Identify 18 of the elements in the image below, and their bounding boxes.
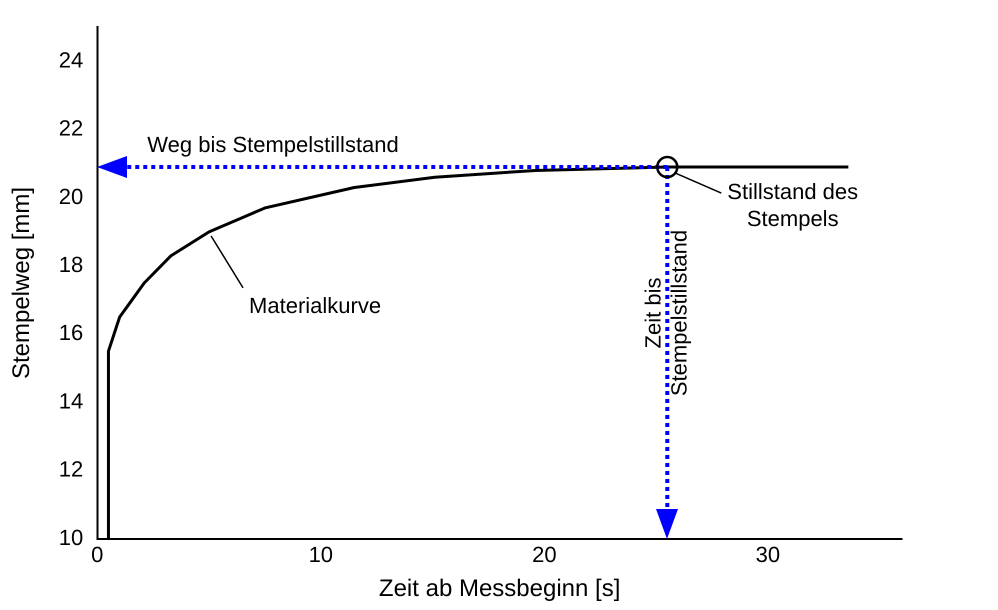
ref-line-label: Zeit bis Stempelstillstand — [640, 230, 692, 396]
annotation: Stillstand des Stempels — [727, 179, 858, 232]
y-axis-title: Stempelweg [mm] — [8, 186, 36, 380]
x-tick-label: 0 — [91, 542, 104, 568]
y-tick-label: 12 — [58, 456, 84, 482]
ref-line-label: Weg bis Stempelstillstand — [147, 132, 399, 158]
annotation: Materialkurve — [249, 292, 382, 318]
x-tick-label: 30 — [756, 542, 780, 568]
x-tick-label: 10 — [308, 542, 334, 568]
y-tick-label: 24 — [58, 47, 84, 72]
y-tick-label: 18 — [58, 252, 84, 278]
x-axis-title: Zeit ab Messbeginn [s] — [378, 575, 620, 602]
y-tick-label: 14 — [58, 388, 84, 414]
y-tick-label: 22 — [58, 116, 84, 141]
y-tick-label: 10 — [58, 524, 84, 550]
x-tick-label: 20 — [532, 542, 557, 568]
y-tick-label: 16 — [58, 320, 84, 346]
y-tick-label: 20 — [58, 184, 84, 209]
